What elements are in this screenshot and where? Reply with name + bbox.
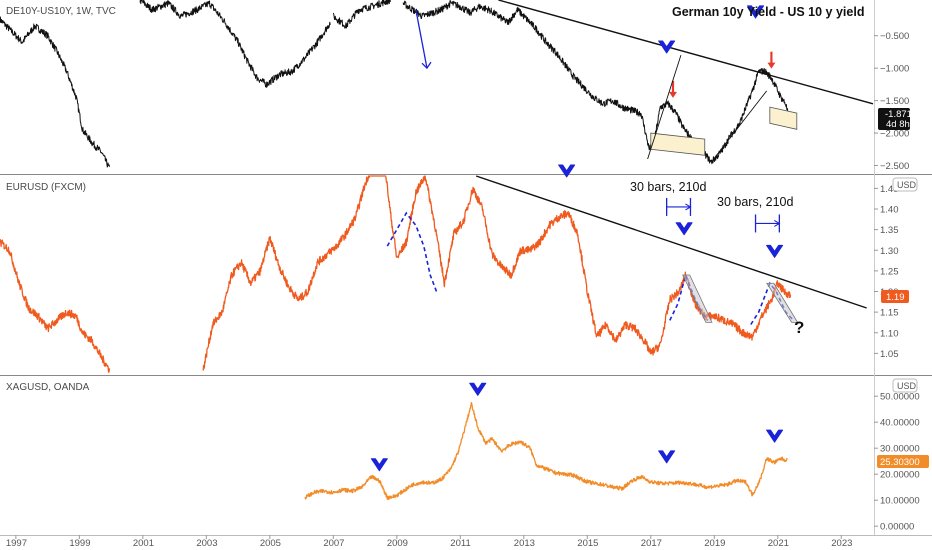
x-tick-label-6: 2009 (387, 538, 408, 549)
trendline-p1[interactable] (498, 0, 874, 105)
trendline-p2[interactable] (475, 175, 867, 309)
x-tick-label-11: 2019 (704, 538, 725, 549)
y-tick-label-p2-4: 1.25 (880, 266, 899, 277)
last-price-eurusd: 1.19 (886, 292, 905, 303)
blue-arrow-p1-0[interactable] (658, 40, 676, 54)
price-badge-de10y-us10y: -1.871 4d 8h (878, 108, 912, 130)
price-line-p1-seg-3[interactable] (402, 0, 791, 165)
unit-badge-eurusd[interactable]: USD (892, 177, 918, 192)
projection-channel-2[interactable] (766, 282, 799, 323)
y-tick-label-p3-4: 10.00000 (880, 496, 920, 507)
y-tick-label-p1-4: −2.500 (880, 161, 909, 172)
unit-badge-xagusd[interactable]: USD (892, 378, 918, 393)
question-mark-annotation: ? (794, 318, 804, 337)
x-tick-label-8: 2013 (514, 538, 535, 549)
target-box-1[interactable] (769, 106, 798, 130)
unit-label-eurusd: USD (897, 180, 917, 190)
y-tick-label-p2-1: 1.40 (880, 205, 899, 216)
blue-arrow-p2-1[interactable] (675, 222, 693, 236)
blue-arrow-p1-1[interactable] (747, 5, 765, 19)
y-tick-label-p3-1: 40.00000 (880, 418, 920, 429)
panel-separators (0, 0, 932, 536)
y-tick-label-p2-8: 1.05 (880, 349, 899, 360)
price-badge-eurusd: 1.19 (881, 290, 909, 303)
x-tick-label-2: 2001 (133, 538, 154, 549)
projection-channel-1[interactable] (682, 274, 713, 323)
red-arrow-head-0 (669, 91, 678, 98)
x-tick-label-1: 1999 (69, 538, 90, 549)
price-badge-xagusd: 25.30300 (877, 455, 929, 468)
symbol-label-de10y-us10y: DE10Y-US10Y, 1W, TVC (6, 6, 116, 17)
panel-de10y-us10y[interactable] (0, 0, 874, 168)
dashed-projection-0[interactable] (386, 211, 438, 292)
y-tick-label-p2-2: 1.35 (880, 225, 899, 236)
x-tick-label-3: 2003 (196, 538, 217, 549)
red-arrow-head-1 (767, 62, 776, 69)
x-tick-label-12: 2021 (768, 538, 789, 549)
channel-line-left[interactable] (647, 55, 682, 160)
symbol-label-xagusd: XAGUSD, OANDA (6, 382, 90, 393)
x-tick-label-10: 2017 (641, 538, 662, 549)
symbol-label-eurusd: EURUSD (FXCM) (6, 182, 86, 193)
y-tick-label-p1-0: −0.500 (880, 31, 909, 42)
blue-arrow-p3-2[interactable] (658, 450, 676, 464)
price-line-p1-seg-2[interactable] (332, 0, 391, 29)
chart-title: German 10y Yield - US 10 y yield (672, 5, 864, 19)
target-box-0[interactable] (650, 132, 706, 156)
blue-arrow-p2-2[interactable] (766, 244, 784, 258)
unit-label-xagusd: USD (897, 381, 917, 391)
y-tick-label-p3-2: 30.00000 (880, 444, 920, 455)
y-tick-label-p3-0: 50.00000 (880, 392, 920, 403)
bar-countdown: 4d 8h (886, 119, 910, 130)
y-tick-label-p2-0: 1.45 (880, 184, 899, 195)
blue-arrow-p2-0[interactable] (558, 164, 576, 178)
x-tick-label-13: 2023 (831, 538, 852, 549)
y-tick-label-p1-2: −1.500 (880, 96, 909, 107)
blue-arrow-p3-3[interactable] (766, 429, 784, 443)
panel-xagusd[interactable] (304, 382, 788, 500)
y-tick-label-p3-5: 0.00000 (880, 522, 914, 533)
price-line-p1-seg-0[interactable] (0, 16, 110, 168)
x-tick-label-5: 2007 (323, 538, 344, 549)
annotation-30-bars-2: 30 bars, 210d (717, 195, 793, 209)
last-price-de10y-us10y: -1.871 (885, 109, 912, 120)
blue-decline-arrowhead (421, 61, 432, 70)
price-line-p3-seg-0[interactable] (304, 401, 788, 500)
channel-line-right[interactable] (710, 90, 768, 163)
y-tick-label-p2-6: 1.15 (880, 308, 899, 319)
blue-arrow-p3-0[interactable] (370, 458, 388, 472)
span-arrowhead-1 (774, 219, 781, 227)
y-tick-label-p1-1: −1.000 (880, 64, 909, 75)
x-tick-label-9: 2015 (577, 538, 598, 549)
price-line-p1-seg-1[interactable] (139, 0, 331, 88)
panel-eurusd[interactable] (0, 164, 867, 373)
annotation-30-bars-1: 30 bars, 210d (630, 180, 706, 194)
x-tick-label-7: 2011 (450, 538, 470, 549)
y-tick-label-p1-3: −2.000 (880, 129, 909, 140)
price-line-p2-seg-1[interactable] (202, 175, 792, 371)
y-tick-label-p3-3: 20.00000 (880, 470, 920, 481)
y-tick-label-p2-7: 1.10 (880, 328, 899, 339)
last-price-xagusd: 25.30300 (880, 457, 920, 468)
blue-arrow-p3-1[interactable] (469, 382, 487, 396)
x-tick-label-4: 2005 (260, 538, 281, 549)
blue-decline-line[interactable] (415, 9, 428, 69)
price-axes[interactable]: −0.500 −1.000 −1.500 −2.000 −2.500 1.45 1.40 1.… (874, 31, 920, 533)
y-tick-label-p2-3: 1.30 (880, 246, 899, 257)
price-line-p2-seg-0[interactable] (0, 238, 111, 373)
time-axis[interactable]: 1997 1999 2001 2003 2005 2007 2009 2011 2013 2015… (6, 535, 853, 549)
x-tick-label-0: 1997 (6, 538, 27, 549)
span-arrowhead-0 (685, 203, 692, 211)
